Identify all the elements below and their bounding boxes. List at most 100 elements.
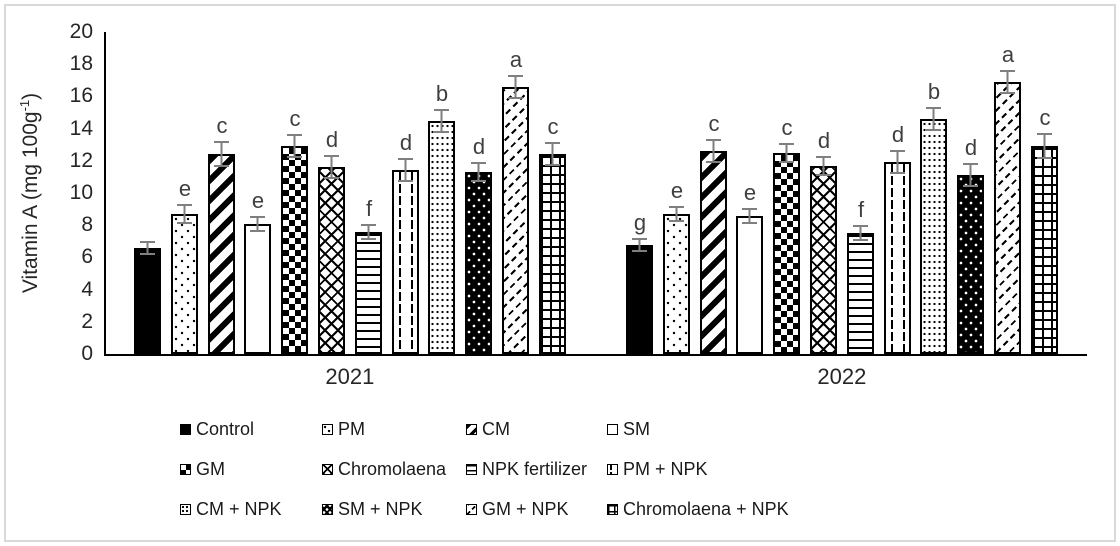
bar-diagdash — [994, 82, 1021, 354]
error-bar — [779, 143, 794, 163]
legend-label: NPK fertilizer — [482, 458, 588, 479]
bar-grid — [1031, 146, 1058, 354]
y-tick-label: 10 — [69, 181, 93, 204]
significance-letter: b — [435, 81, 449, 106]
error-bar — [250, 216, 265, 232]
legend-label: Control — [196, 418, 255, 439]
legend-swatch-diagdash — [466, 503, 477, 515]
legend-item: GM — [180, 458, 225, 479]
legend-swatch-dotsdense — [180, 503, 191, 515]
significance-letter: c — [1039, 105, 1051, 130]
significance-letter: d — [817, 128, 831, 153]
significance-letter: e — [670, 178, 684, 203]
legend-swatch-diag — [466, 423, 477, 435]
error-bar — [890, 150, 905, 174]
bar-diamond — [318, 167, 345, 354]
bar-dotsdense — [920, 119, 947, 354]
significance-letter: a — [509, 47, 523, 72]
significance-letter: c — [216, 113, 228, 138]
legend-label: GM — [196, 458, 225, 479]
significance-letter: a — [1001, 42, 1015, 67]
y-axis-title-superscript: -1 — [17, 99, 32, 112]
legend-swatch-vdash — [607, 463, 618, 475]
legend-item: SM — [607, 418, 650, 439]
y-tick-label: 20 — [69, 20, 93, 43]
bar-checker — [281, 146, 308, 354]
error-bar — [287, 134, 302, 158]
error-bar — [434, 109, 449, 133]
legend-item: GM + NPK — [466, 498, 569, 519]
error-bar — [632, 238, 647, 252]
significance-letter: c — [289, 106, 301, 131]
y-tick-label: 12 — [69, 148, 93, 172]
legend-item: SM + NPK — [322, 499, 423, 519]
error-bar — [706, 139, 721, 163]
significance-letter: d — [399, 130, 413, 155]
bar-dots — [663, 214, 690, 354]
significance-letter: f — [365, 196, 373, 221]
legend-label: PM + NPK — [623, 458, 708, 479]
legend-swatch-dots — [322, 423, 333, 435]
error-bar — [669, 206, 684, 222]
significance-letter: d — [964, 135, 978, 160]
bar-diamond — [810, 166, 837, 354]
significance-letter: e — [251, 188, 265, 213]
legend-item: CM + NPK — [180, 498, 282, 519]
bar-grid — [539, 154, 566, 354]
bar-diag — [700, 151, 727, 354]
y-tick-label: 4 — [81, 277, 93, 301]
legend-item: Chromolaena + NPK — [607, 498, 789, 519]
bar-blackdots — [465, 172, 492, 354]
error-bar — [853, 225, 868, 241]
legend-item: PM + NPK — [607, 458, 708, 479]
legend-item: Control — [180, 418, 255, 439]
legend-item: NPK fertilizer — [466, 458, 588, 479]
bar-checker — [773, 153, 800, 354]
legend-label: PM — [338, 418, 365, 439]
legend-swatch-white — [607, 423, 618, 435]
error-bar — [214, 141, 229, 167]
bar-dots — [171, 214, 198, 354]
legend-swatch-solid — [180, 423, 191, 435]
significance-letter: d — [325, 127, 339, 152]
significance-letter: e — [178, 176, 192, 201]
legend-label: CM + NPK — [196, 498, 282, 519]
bar-hlines — [847, 233, 874, 354]
significance-letter: c — [708, 111, 720, 136]
y-tick-label: 8 — [81, 213, 93, 237]
bar-hlines — [355, 232, 382, 354]
significance-letter: g — [633, 210, 647, 235]
significance-letter: f — [857, 197, 865, 222]
error-bar — [1037, 133, 1052, 159]
error-bar — [742, 208, 757, 224]
y-tick-label: 18 — [69, 52, 93, 76]
legend-item: Chromolaena — [322, 459, 446, 479]
legend-swatch-grid — [607, 503, 618, 515]
legend-label: SM — [623, 418, 650, 439]
significance-letter: d — [891, 122, 905, 147]
error-bar — [545, 142, 560, 166]
legend-item: CM — [466, 418, 510, 439]
legend-label: GM + NPK — [482, 498, 569, 519]
legend-swatch-blackdots — [322, 503, 333, 515]
error-bar — [398, 158, 413, 182]
legend-swatch-diamond — [322, 463, 333, 475]
error-bar — [963, 163, 978, 187]
legend-label: CM — [482, 418, 510, 439]
significance-letter: e — [743, 180, 757, 205]
significance-letter: c — [547, 114, 559, 139]
significance-letter: b — [927, 79, 941, 104]
error-bar — [1000, 70, 1015, 94]
y-tick-label: 2 — [81, 309, 93, 333]
y-tick-label: 0 — [81, 342, 93, 365]
category-label: 2022 — [817, 364, 867, 389]
bar-blackdots — [957, 175, 984, 354]
legend-label: Chromolaena + NPK — [623, 498, 789, 519]
bar-vdash — [392, 170, 419, 354]
error-bar — [177, 204, 192, 224]
y-tick-label: 6 — [81, 245, 93, 269]
bar-diag — [208, 154, 235, 354]
error-bar — [926, 107, 941, 131]
